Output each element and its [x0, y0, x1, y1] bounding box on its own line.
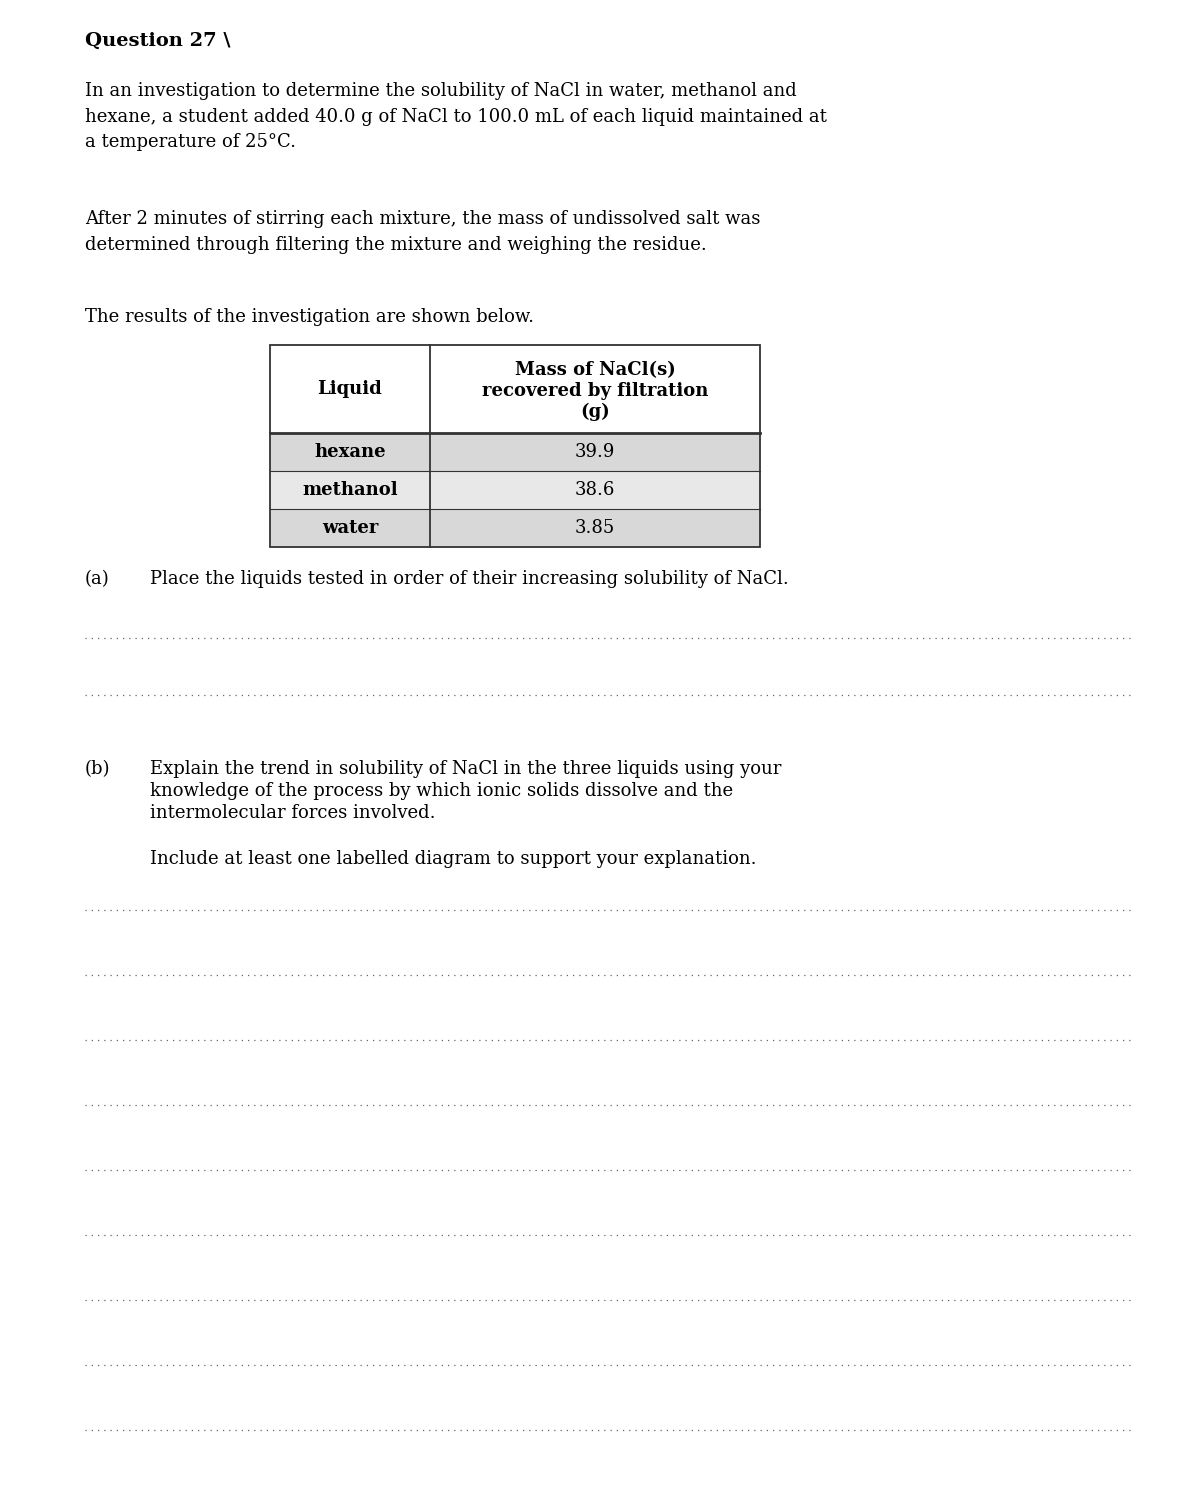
Text: knowledge of the process by which ionic solids dissolve and the: knowledge of the process by which ionic …	[150, 782, 733, 800]
Text: 38.6: 38.6	[575, 480, 616, 498]
Text: water: water	[322, 519, 378, 537]
Text: hexane: hexane	[314, 443, 386, 461]
Text: The results of the investigation are shown below.: The results of the investigation are sho…	[85, 308, 534, 326]
Text: Mass of NaCl(s): Mass of NaCl(s)	[515, 362, 676, 378]
Text: 39.9: 39.9	[575, 443, 616, 461]
Text: Liquid: Liquid	[318, 380, 383, 398]
Bar	[270, 345, 760, 546]
Text: recovered by filtration: recovered by filtration	[482, 381, 708, 399]
Text: 3.85: 3.85	[575, 519, 616, 537]
Text: intermolecular forces involved.: intermolecular forces involved.	[150, 805, 436, 823]
Text: (a): (a)	[85, 570, 109, 588]
Bar	[270, 432, 760, 471]
Text: (g): (g)	[580, 402, 610, 422]
Text: Question 27 \: Question 27 \	[85, 32, 230, 50]
Text: After 2 minutes of stirring each mixture, the mass of undissolved salt was
deter: After 2 minutes of stirring each mixture…	[85, 210, 761, 254]
Text: Explain the trend in solubility of NaCl in the three liquids using your: Explain the trend in solubility of NaCl …	[150, 760, 781, 778]
Text: Include at least one labelled diagram to support your explanation.: Include at least one labelled diagram to…	[150, 850, 756, 868]
Text: In an investigation to determine the solubility of NaCl in water, methanol and
h: In an investigation to determine the sol…	[85, 83, 827, 152]
Bar	[270, 471, 760, 509]
Text: methanol: methanol	[302, 480, 398, 498]
Text: (b): (b)	[85, 760, 110, 778]
Bar	[270, 345, 760, 432]
Bar	[270, 509, 760, 546]
Text: Place the liquids tested in order of their increasing solubility of NaCl.: Place the liquids tested in order of the…	[150, 570, 788, 588]
